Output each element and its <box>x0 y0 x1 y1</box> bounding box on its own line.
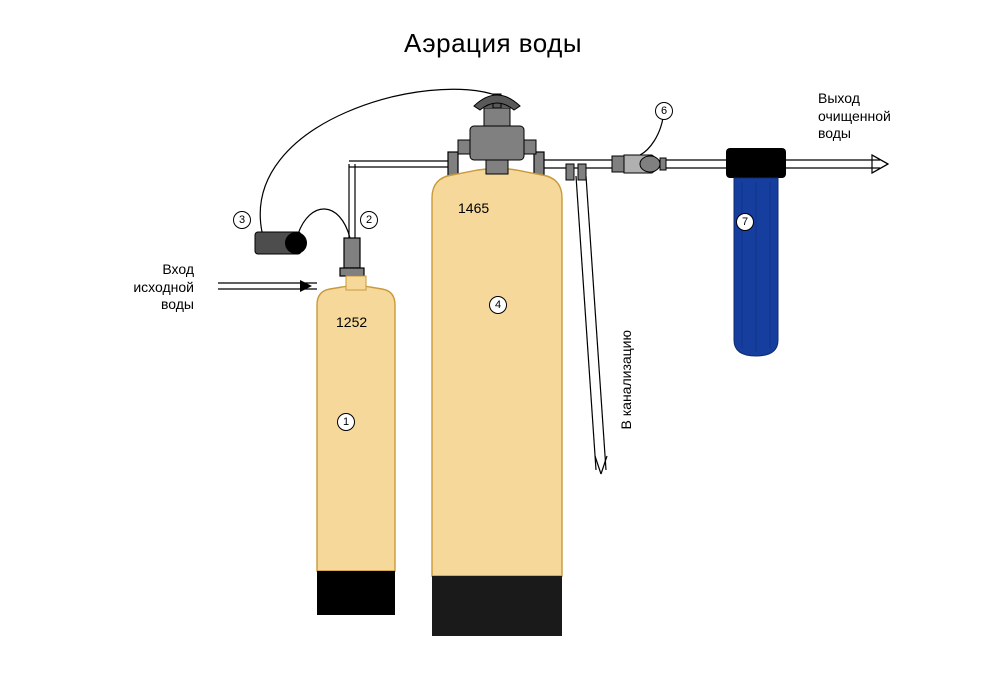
diagram-stage: Аэрация воды <box>0 0 986 687</box>
tank2-label: 1465 <box>458 200 489 216</box>
marker-4: 4 <box>489 296 507 314</box>
compressor <box>255 232 307 254</box>
marker-2: 2 <box>360 211 378 229</box>
tank-2 <box>432 156 562 636</box>
marker-1: 1 <box>337 413 355 431</box>
marker-7: 7 <box>736 213 754 231</box>
control-valve <box>458 94 586 180</box>
cartridge-filter <box>726 148 786 356</box>
label-drain: В канализацию <box>618 330 634 430</box>
marker-6: 6 <box>655 102 673 120</box>
marker-3: 3 <box>233 211 251 229</box>
tank1-label: 1252 <box>336 314 367 330</box>
inline-valve <box>612 155 666 173</box>
label-inlet: Вход исходной воды <box>120 261 194 314</box>
label-outlet: Выход очищенной воды <box>818 90 891 143</box>
